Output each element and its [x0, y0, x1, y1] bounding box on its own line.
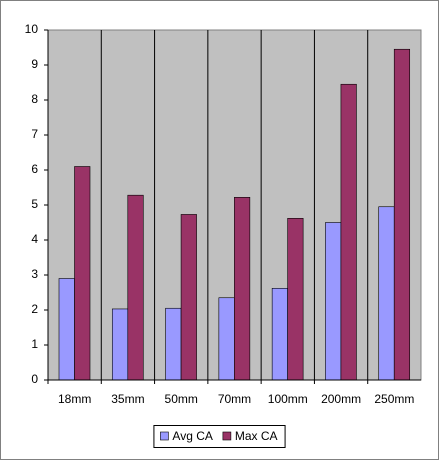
x-tick-label: 250mm — [374, 392, 414, 406]
bar — [74, 166, 91, 381]
legend-label: Avg CA — [172, 429, 212, 443]
x-tick-label: 35mm — [111, 392, 144, 406]
legend-box — [153, 425, 286, 448]
bar — [58, 278, 75, 381]
legend-swatch — [160, 431, 169, 441]
bar — [165, 307, 182, 381]
y-tick-label: 4 — [31, 232, 38, 246]
legend: Avg CA Max CA — [153, 425, 286, 448]
y-tick-label: 8 — [31, 92, 38, 106]
y-tick-label: 6 — [31, 162, 38, 176]
y-tick-label: 0 — [31, 372, 38, 386]
y-tick-label: 2 — [31, 302, 38, 316]
bar — [271, 287, 288, 381]
x-tick-label: 100mm — [268, 392, 308, 406]
bar — [393, 48, 411, 381]
bar — [325, 222, 342, 381]
bar — [234, 197, 251, 381]
y-tick-label: 10 — [25, 22, 39, 36]
bar — [287, 218, 304, 381]
y-tick-label: 9 — [31, 57, 38, 71]
y-tick-label: 7 — [31, 127, 38, 141]
bar — [111, 308, 129, 381]
y-tick-label: 3 — [31, 267, 38, 281]
x-tick-label: 50mm — [165, 392, 198, 406]
x-tick-label: 18mm — [58, 392, 91, 406]
legend-swatch — [222, 431, 232, 441]
y-tick-label: 5 — [31, 197, 38, 211]
bar — [340, 83, 357, 381]
x-tick-label: 70mm — [218, 392, 251, 406]
bar — [180, 214, 197, 381]
y-tick-label: 1 — [31, 337, 38, 351]
legend-label: Max CA — [235, 429, 278, 443]
bar — [378, 206, 395, 381]
x-tick-label: 200mm — [321, 392, 361, 406]
bar — [218, 297, 235, 381]
bar — [127, 194, 144, 381]
